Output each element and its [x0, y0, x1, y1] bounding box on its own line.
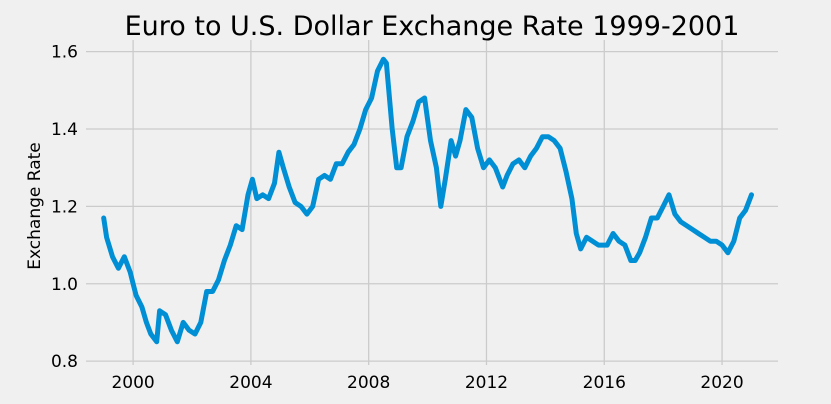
y-tick-label: 1.2 — [51, 197, 78, 217]
x-tick-label: 2000 — [111, 373, 154, 393]
x-tick-label: 2012 — [465, 373, 508, 393]
x-tick-label: 2004 — [229, 373, 272, 393]
x-tick-label: 2008 — [347, 373, 390, 393]
series-layer — [101, 56, 754, 345]
x-tick-label: 2016 — [583, 373, 626, 393]
grid-lines — [86, 40, 778, 365]
y-tick-label: 1.4 — [51, 120, 78, 140]
y-tick-label: 1.6 — [51, 43, 78, 63]
y-axis-label: Exchange Rate — [25, 142, 45, 269]
tick-labels: 2000 2004 2008 2012 2016 2020 0.8 1.0 1.2 1.4 1.6 — [51, 43, 744, 393]
series-line — [101, 56, 754, 345]
plot-area — [86, 40, 778, 365]
chart-title: Euro to U.S. Dollar Exchange Rate 1999-2… — [125, 11, 740, 42]
y-tick-label: 0.8 — [51, 352, 78, 372]
x-tick-label: 2020 — [700, 373, 743, 393]
y-tick-label: 1.0 — [51, 275, 78, 295]
